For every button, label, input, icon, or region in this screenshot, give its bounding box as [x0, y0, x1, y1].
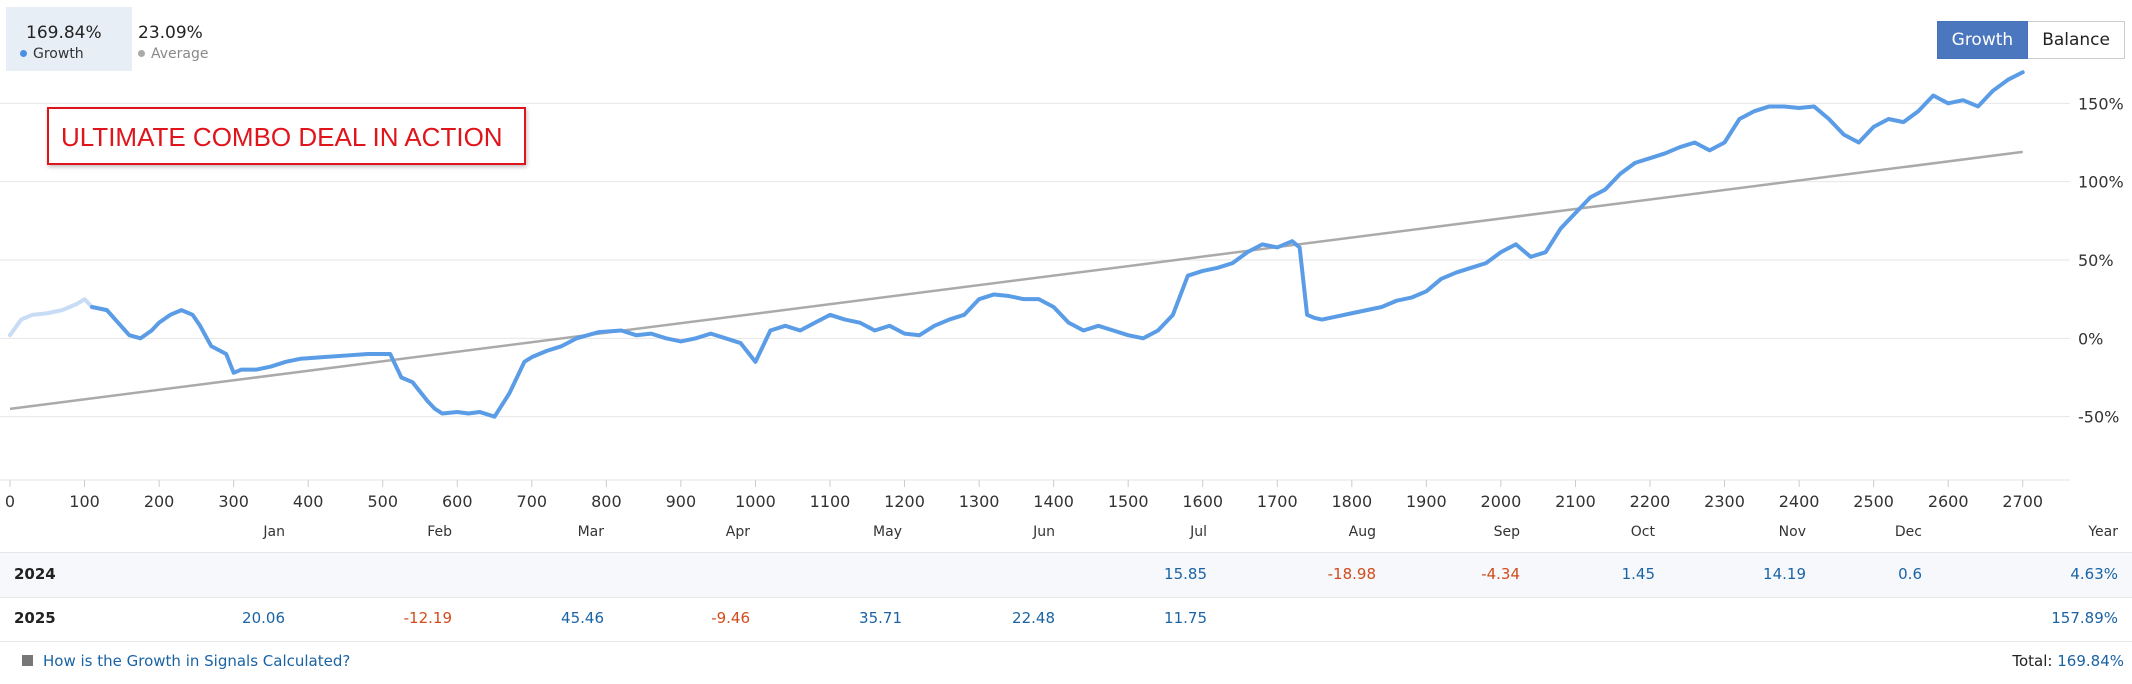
y-axis: -50% 0% 50% 100% 150% [2078, 94, 2124, 426]
x-tick-label: 1900 [1406, 492, 1447, 511]
x-tick-label: 500 [367, 492, 398, 511]
month-header-dec: Dec [1894, 524, 1922, 540]
month-header-jun: Jun [1033, 524, 1055, 540]
year-total-header: Year [2088, 524, 2118, 540]
month-header-jan: Jan [263, 524, 285, 540]
table-header-row: Jan Feb Mar Apr May Jun Jul Aug Sep Oct Nov Dec Year [0, 516, 2132, 548]
growth-stat-tab[interactable]: 169.84% Growth [6, 7, 132, 71]
x-tick-label: 300 [218, 492, 249, 511]
month-header-jul: Jul [1190, 524, 1207, 540]
x-tick-label: 900 [666, 492, 697, 511]
average-stat-tab[interactable]: 23.09% Average [132, 7, 242, 71]
row-year-label: 2025 [14, 609, 56, 627]
x-tick-label: 1800 [1331, 492, 1372, 511]
month-value-cell: 14.19 [1763, 565, 1806, 583]
y-tick-label: 0% [2078, 329, 2103, 348]
growth-calculation-help-link[interactable]: How is the Growth in Signals Calculated? [22, 652, 350, 670]
x-axis: 0 100 200 300 400 500 600 700 800 900 1000 1100 1200… [0, 479, 2070, 511]
x-tick-label: 800 [591, 492, 622, 511]
average-value: 23.09% [138, 23, 203, 43]
x-tick-label: 1500 [1108, 492, 1149, 511]
help-icon [22, 655, 33, 666]
x-tick-label: 1400 [1033, 492, 1074, 511]
growth-toggle-button[interactable]: Growth [1936, 21, 2029, 59]
month-value-cell: 0.6 [1898, 565, 1922, 583]
chart-series [8, 70, 2025, 419]
total-label: Total: [2012, 652, 2053, 670]
year-total-cell: 157.89% [2051, 609, 2118, 627]
y-tick-label: 150% [2078, 94, 2124, 113]
total-value: 169.84% [2057, 652, 2124, 670]
month-header-oct: Oct [1630, 524, 1655, 540]
month-header-nov: Nov [1778, 524, 1806, 540]
x-tick-label: 200 [144, 492, 175, 511]
x-tick-label: 2400 [1779, 492, 1820, 511]
table-divider [0, 597, 2132, 598]
y-tick-label: -50% [2078, 408, 2119, 427]
x-tick-label: 700 [517, 492, 548, 511]
year-total-cell: 4.63% [2070, 565, 2118, 583]
x-tick-label: 600 [442, 492, 473, 511]
x-tick-label: 1000 [735, 492, 776, 511]
growth-series-line [90, 70, 2025, 419]
x-tick-label: 400 [293, 492, 324, 511]
month-value-cell: 35.71 [859, 609, 902, 627]
growth-series-faded-line [8, 297, 109, 338]
chart-mode-toggle: Growth Balance [1936, 21, 2125, 59]
chart-grid [0, 102, 2070, 418]
x-tick-label: 1300 [959, 492, 1000, 511]
growth-chart: 0 100 200 300 400 500 600 700 800 900 1000 1100 1200… [0, 70, 2124, 511]
month-header-sep: Sep [1493, 524, 1520, 540]
average-legend-dot [138, 50, 145, 57]
month-value-cell: 20.06 [242, 609, 285, 627]
x-tick-label: 2000 [1481, 492, 1522, 511]
table-row: 2024 15.85 -18.98 -4.34 1.45 14.19 0.6 4.63% [0, 553, 2132, 597]
month-header-apr: Apr [725, 524, 750, 540]
growth-value: 169.84% [26, 23, 102, 43]
month-value-cell: 1.45 [1621, 565, 1655, 583]
balance-toggle-button[interactable]: Balance [2028, 21, 2125, 59]
promo-banner-text: ULTIMATE COMBO DEAL IN ACTION [61, 122, 503, 152]
y-tick-label: 50% [2078, 251, 2114, 270]
help-link-text: How is the Growth in Signals Calculated? [43, 652, 351, 670]
table-divider [0, 641, 2132, 642]
table-row: 2025 20.06 -12.19 45.46 -9.46 35.71 22.48 11.75… [0, 597, 2132, 641]
average-label: Average [138, 46, 209, 62]
month-value-cell: -18.98 [1327, 565, 1376, 583]
month-header-may: May [873, 524, 902, 540]
x-tick-label: 0 [5, 492, 15, 511]
month-value-cell: -12.19 [403, 609, 452, 627]
total-growth: Total: 169.84% [2012, 652, 2124, 670]
x-tick-label: 2200 [1630, 492, 1671, 511]
x-tick-label: 2300 [1704, 492, 1745, 511]
month-value-cell: -9.46 [711, 609, 750, 627]
row-year-label: 2024 [14, 565, 56, 583]
x-tick-label: 100 [69, 492, 100, 511]
table-divider [0, 552, 2132, 553]
month-value-cell: 11.75 [1164, 609, 1207, 627]
x-tick-label: 1700 [1257, 492, 1298, 511]
month-value-cell: 45.46 [561, 609, 604, 627]
x-tick-label: 1600 [1182, 492, 1223, 511]
growth-legend-dot [20, 50, 27, 57]
x-tick-label: 2500 [1853, 492, 1894, 511]
x-tick-label: 1100 [810, 492, 851, 511]
x-tick-label: 1200 [884, 492, 925, 511]
month-header-mar: Mar [577, 524, 604, 540]
x-tick-label: 2600 [1928, 492, 1969, 511]
y-tick-label: 100% [2078, 173, 2124, 192]
month-value-cell: 15.85 [1164, 565, 1207, 583]
x-tick-label: 2700 [2002, 492, 2043, 511]
month-value-cell: 22.48 [1012, 609, 1055, 627]
growth-label: Growth [20, 46, 84, 62]
average-series-line [9, 150, 2023, 411]
x-tick-label: 2100 [1555, 492, 1596, 511]
month-value-cell: -4.34 [1481, 565, 1520, 583]
month-header-aug: Aug [1348, 524, 1376, 540]
month-header-feb: Feb [427, 524, 452, 540]
promo-banner: ULTIMATE COMBO DEAL IN ACTION [47, 107, 526, 165]
